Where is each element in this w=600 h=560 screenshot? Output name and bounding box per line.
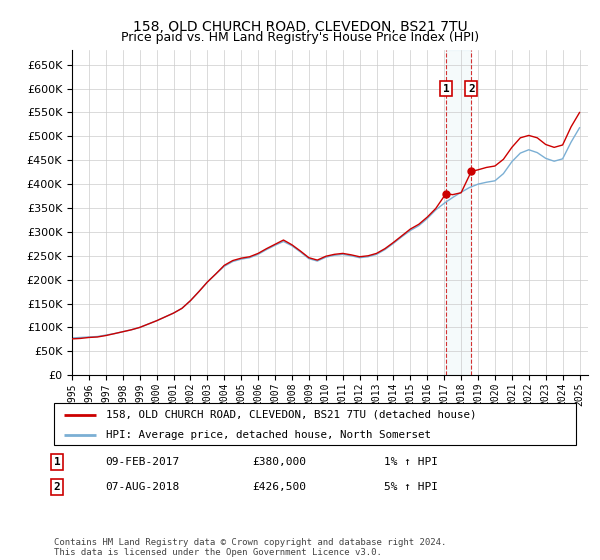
Text: Contains HM Land Registry data © Crown copyright and database right 2024.
This d: Contains HM Land Registry data © Crown c… bbox=[54, 538, 446, 557]
Text: 1% ↑ HPI: 1% ↑ HPI bbox=[384, 457, 438, 467]
Text: Price paid vs. HM Land Registry's House Price Index (HPI): Price paid vs. HM Land Registry's House … bbox=[121, 31, 479, 44]
Text: 2: 2 bbox=[53, 482, 61, 492]
Text: 158, OLD CHURCH ROAD, CLEVEDON, BS21 7TU: 158, OLD CHURCH ROAD, CLEVEDON, BS21 7TU bbox=[133, 20, 467, 34]
Text: 1: 1 bbox=[53, 457, 61, 467]
Text: 1: 1 bbox=[443, 83, 449, 94]
Text: 5% ↑ HPI: 5% ↑ HPI bbox=[384, 482, 438, 492]
Text: 158, OLD CHURCH ROAD, CLEVEDON, BS21 7TU (detached house): 158, OLD CHURCH ROAD, CLEVEDON, BS21 7TU… bbox=[106, 410, 476, 420]
Text: £426,500: £426,500 bbox=[252, 482, 306, 492]
Text: 07-AUG-2018: 07-AUG-2018 bbox=[105, 482, 179, 492]
Text: HPI: Average price, detached house, North Somerset: HPI: Average price, detached house, Nort… bbox=[106, 430, 431, 440]
Bar bbox=[446, 50, 471, 375]
FancyBboxPatch shape bbox=[54, 403, 576, 445]
Text: 2: 2 bbox=[468, 83, 475, 94]
Text: £380,000: £380,000 bbox=[252, 457, 306, 467]
Text: 09-FEB-2017: 09-FEB-2017 bbox=[105, 457, 179, 467]
